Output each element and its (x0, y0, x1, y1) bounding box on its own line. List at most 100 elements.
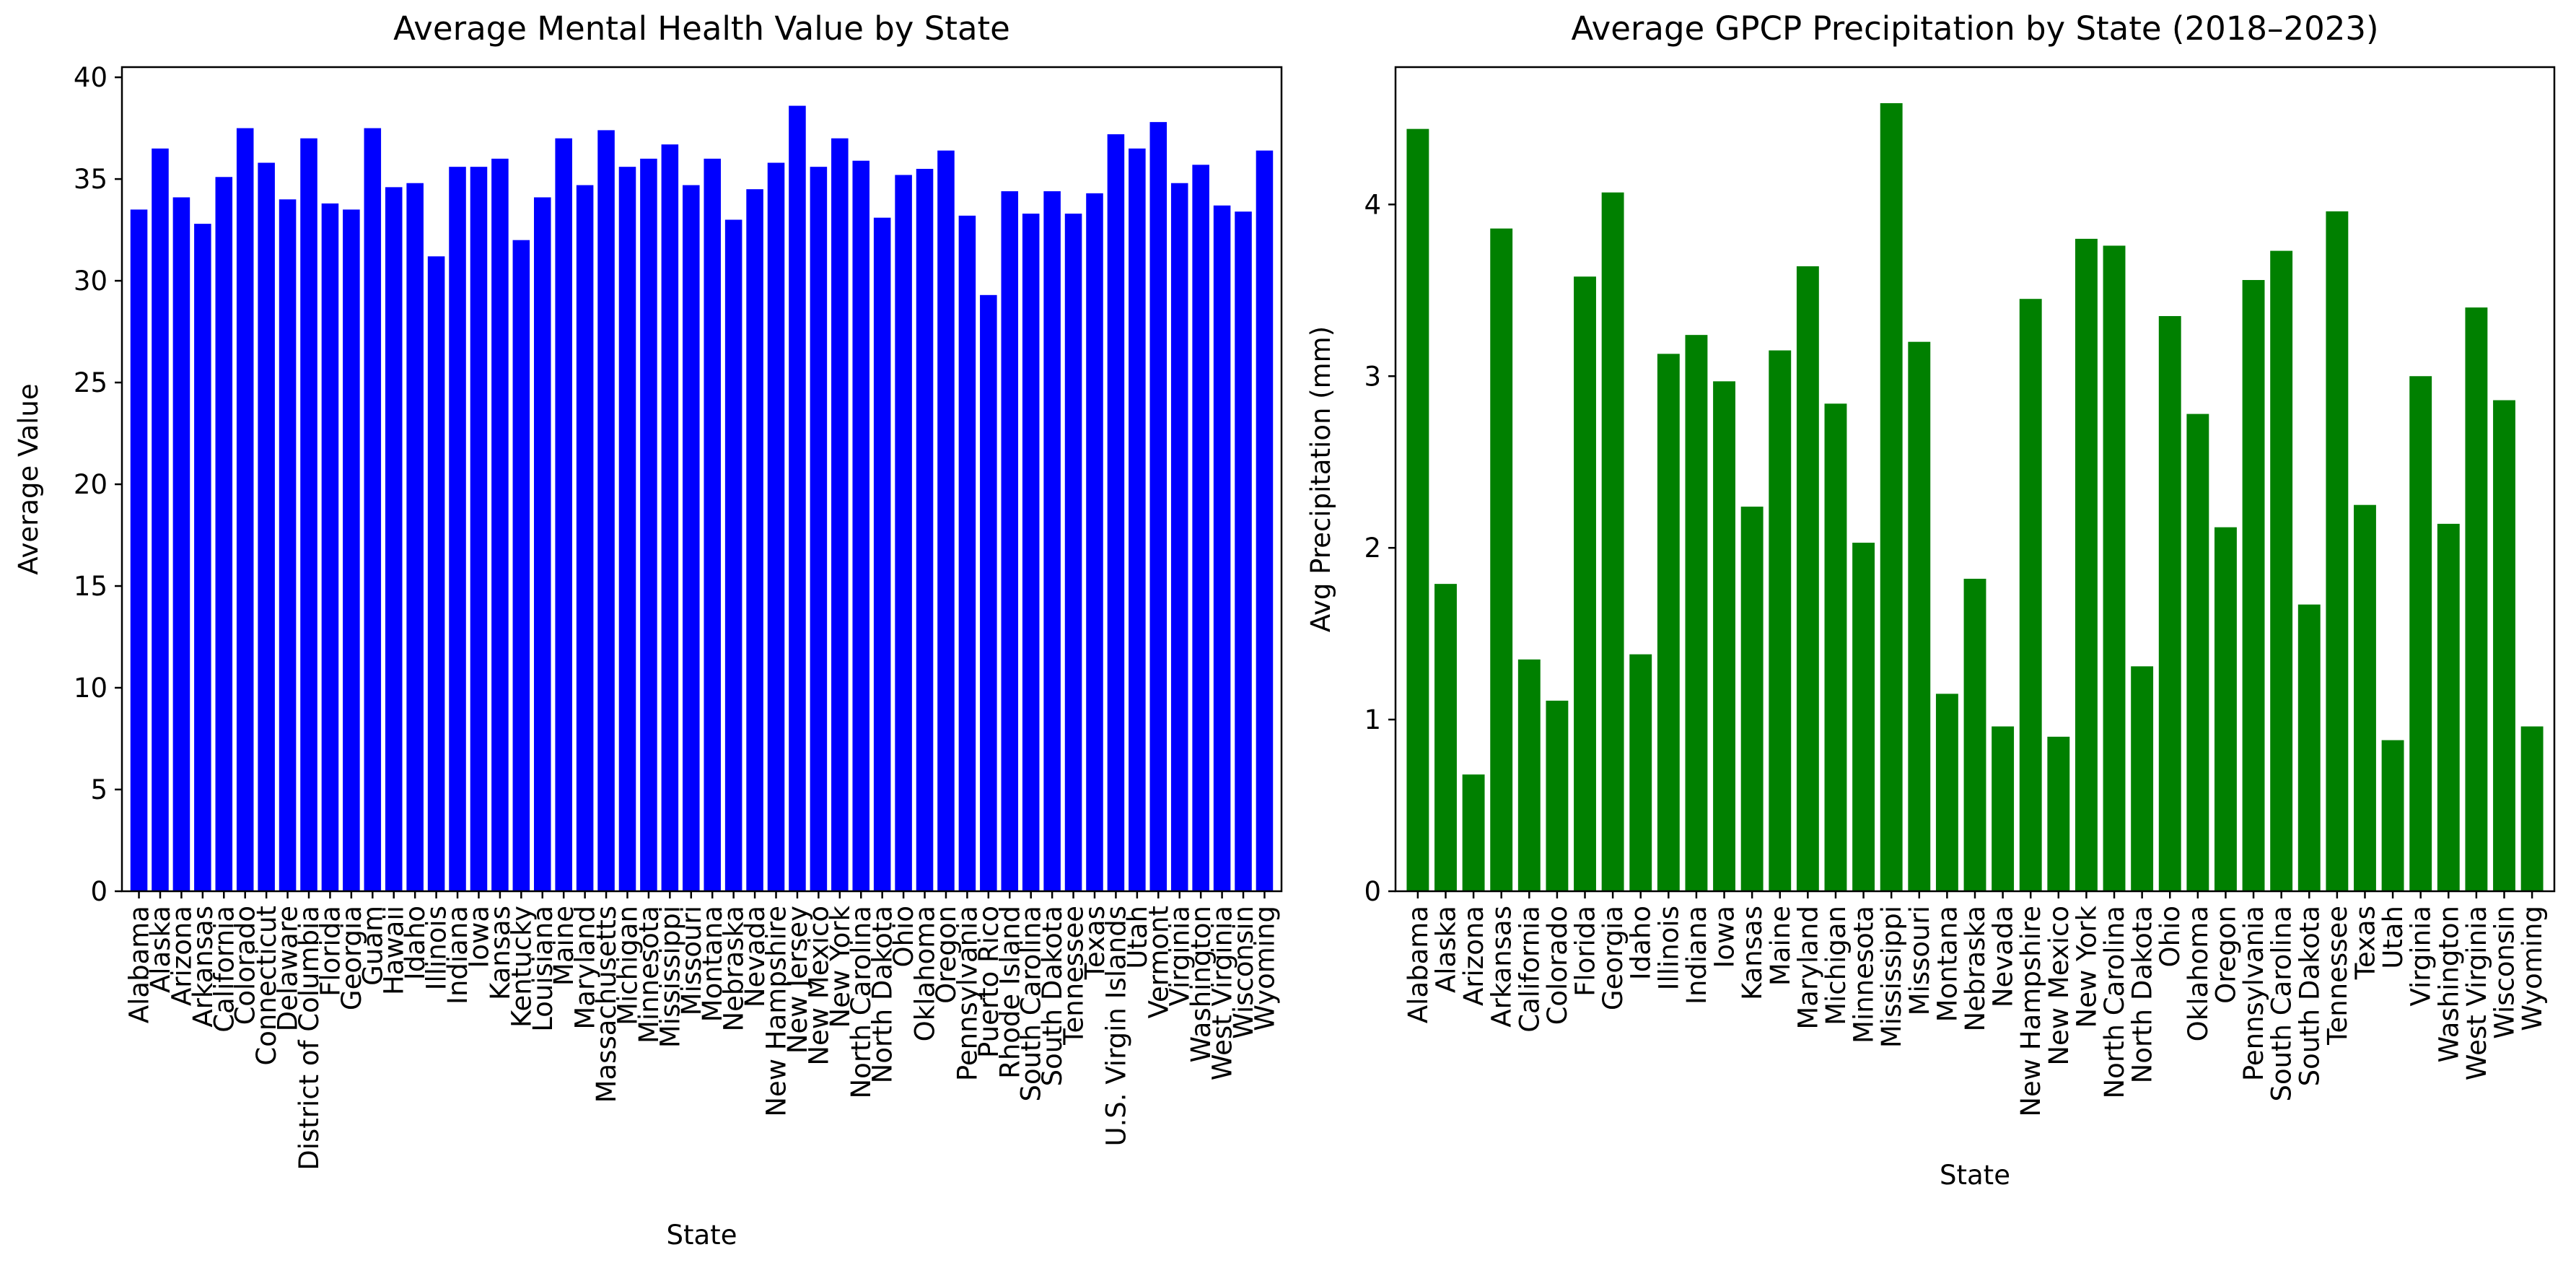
bar-new-jersey (789, 105, 806, 891)
bar-washington (1192, 165, 1209, 891)
x-tick-label: Nevada (740, 906, 771, 1007)
x-tick-label: Pennsylvania (2238, 906, 2269, 1081)
x-tick-label: Indiana (442, 906, 473, 1005)
bar-new-hampshire (2019, 299, 2042, 891)
bar-nevada (1992, 726, 2015, 891)
bar-utah (1129, 148, 1146, 891)
x-tick-label: U.S. Virgin Islands (1100, 906, 1131, 1147)
bar-arkansas (194, 224, 211, 892)
bar-michigan (1824, 403, 1847, 891)
x-tick-label: North Carolina (846, 906, 877, 1098)
bar-michigan (618, 167, 636, 891)
bar-illinois (1657, 354, 1680, 892)
bar-south-dakota (1043, 191, 1061, 891)
bar-arizona (172, 197, 190, 891)
bar-arizona (1462, 774, 1485, 891)
x-tick-label: South Carolina (2266, 906, 2297, 1102)
bar-west-virginia (1213, 205, 1231, 892)
bar-oklahoma (2186, 414, 2209, 891)
bar-north-dakota (2131, 666, 2154, 891)
x-tick-label: Guam (357, 906, 388, 986)
bar-colorado (236, 128, 254, 892)
y-tick-label: 2 (1364, 533, 1381, 564)
x-tick-label: Oregon (2210, 906, 2241, 1004)
chart-title: Average GPCP Precipitation by State (201… (1571, 9, 2378, 48)
y-tick-label: 3 (1364, 361, 1381, 392)
x-tick-label: North Dakota (867, 906, 898, 1083)
x-tick-label: Wyoming (2517, 906, 2548, 1031)
y-tick-label: 25 (74, 367, 108, 398)
x-tick-label: New Hampshire (2015, 906, 2046, 1117)
x-tick-label: Hawaii (379, 906, 410, 995)
bar-louisiana (533, 197, 551, 891)
bar-kansas (491, 158, 509, 891)
x-tick-label: Arkansas (188, 906, 219, 1028)
x-tick-label: Minnesota (1849, 906, 1880, 1044)
y-tick-label: 0 (1364, 876, 1381, 907)
x-tick-label: Delaware (273, 906, 304, 1031)
x-tick-label: New York (2071, 905, 2102, 1028)
y-tick-label: 5 (90, 774, 108, 805)
x-tick-label: Kansas (485, 906, 516, 1000)
x-tick-label: North Dakota (2127, 906, 2158, 1083)
bar-alaska (1434, 584, 1457, 891)
x-tick-label: West Virginia (2461, 906, 2492, 1080)
x-tick-label: Iowa (463, 906, 494, 968)
bar-arkansas (1490, 228, 1513, 891)
bar-hawaii (385, 187, 403, 891)
chart-title: Average Mental Health Value by State (393, 9, 1010, 48)
x-tick-label: Maryland (1792, 906, 1823, 1030)
bar-minnesota (640, 158, 657, 891)
x-tick-label: Colorado (1542, 906, 1573, 1025)
x-tick-label: Massachusetts (591, 906, 622, 1103)
x-tick-label: Minnesota (634, 906, 665, 1044)
bar-south-dakota (2297, 604, 2321, 891)
bar-california (1517, 659, 1541, 891)
x-tick-label: Arkansas (1486, 906, 1517, 1028)
x-tick-label: Utah (2378, 906, 2409, 969)
bar-texas (2354, 504, 2376, 891)
x-tick-label: Colorado (230, 906, 261, 1025)
x-tick-label: Virginia (2406, 906, 2437, 1007)
bar-florida (321, 203, 339, 891)
bar-mississippi (661, 144, 679, 891)
bar-kansas (1740, 507, 1764, 891)
x-tick-label: Florida (1570, 906, 1601, 997)
x-tick-label: North Carolina (2099, 906, 2130, 1098)
x-tick-label: Puerto Rico (973, 906, 1004, 1058)
bar-mississippi (1880, 102, 1903, 891)
bar-north-carolina (852, 160, 870, 892)
bar-maine (555, 138, 572, 891)
x-tick-label: District of Columbia (294, 906, 325, 1171)
bar-guam (364, 128, 382, 892)
x-tick-label: California (209, 906, 240, 1033)
bar-massachusetts (597, 130, 615, 891)
y-axis-label: Average Value (13, 383, 44, 574)
x-tick-label: Montana (697, 906, 728, 1022)
mental-health-chart: Average Mental Health Value by State 0 5 10… (13, 9, 1283, 1251)
x-tick-label: Mississippi (654, 906, 685, 1048)
bar-pennsylvania (2242, 280, 2265, 891)
x-tick-label: Washington (1186, 906, 1217, 1062)
bar-tennessee (1064, 214, 1082, 891)
x-tick-label: New York (825, 905, 856, 1028)
x-tick-label: Alaska (145, 906, 176, 993)
x-tick-label: Indiana (1681, 906, 1712, 1005)
bar-nebraska (1963, 578, 1986, 891)
bar-vermont (1149, 122, 1167, 892)
x-tick-label: Oklahoma (2183, 906, 2214, 1041)
bar-colorado (1546, 700, 1569, 891)
x-tick-label: West Virginia (1207, 906, 1238, 1080)
bar-maine (1769, 350, 1792, 891)
y-tick-label: 35 (74, 164, 108, 195)
bar-wyoming (1256, 150, 1274, 892)
bar-indiana (1685, 335, 1708, 891)
x-tick-label: Tennessee (2322, 906, 2353, 1046)
bar-florida (1574, 276, 1596, 892)
bar-new-mexico (2047, 736, 2070, 891)
x-tick-label: New Jersey (782, 906, 813, 1054)
x-tick-label: South Dakota (1037, 906, 1068, 1086)
y-tick-label: 20 (74, 469, 108, 500)
x-tick-label: Louisiana (527, 906, 558, 1032)
